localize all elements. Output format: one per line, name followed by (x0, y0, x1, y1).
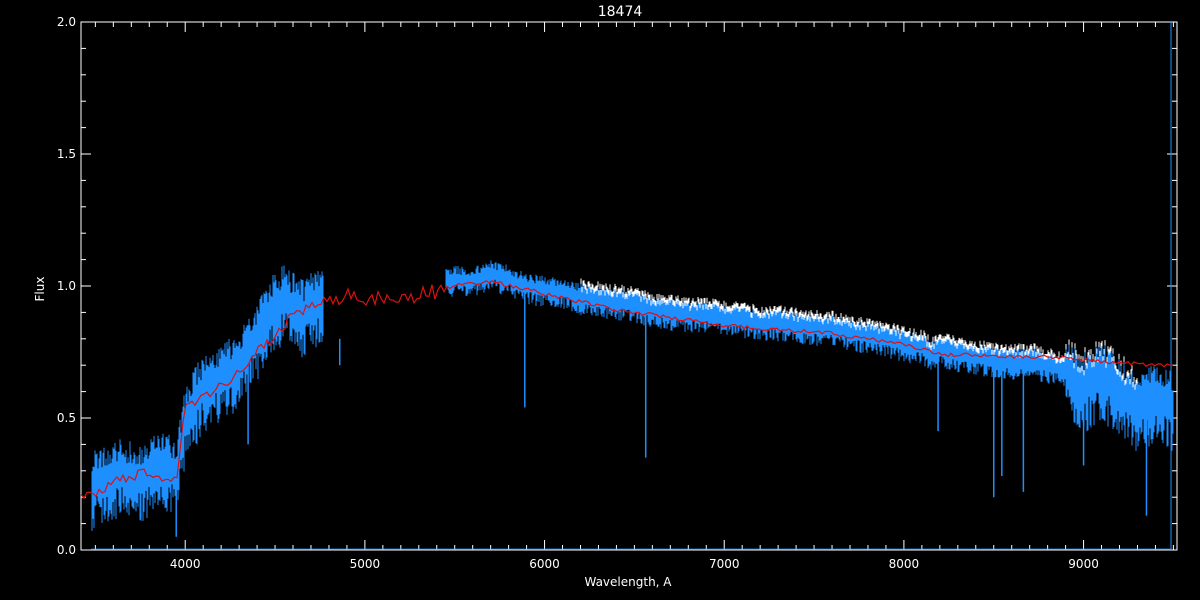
x-axis-label: Wavelength, A (584, 575, 672, 589)
x-tick-label: 9000 (1068, 557, 1099, 571)
observed-spectrum (445, 260, 1174, 451)
x-tick-label: 8000 (889, 557, 920, 571)
x-tick-label: 5000 (350, 557, 381, 571)
y-tick-label: 0.5 (57, 411, 76, 425)
y-axis-label: Flux (33, 277, 47, 302)
axis-tick-labels: 4000 5000 6000 7000 8000 9000 0.0 0.5 1.0 1.5 2.0 (57, 15, 1099, 571)
y-tick-label: 1.5 (57, 147, 76, 161)
model-spectrum (80, 279, 1174, 500)
series-layer (80, 22, 1174, 550)
x-tick-label: 6000 (529, 557, 560, 571)
y-tick-label: 0.0 (57, 543, 76, 557)
x-tick-label: 7000 (709, 557, 740, 571)
chart-title: 18474 (598, 4, 643, 20)
y-tick-label: 1.0 (57, 279, 76, 293)
observed-spectrum (91, 265, 324, 531)
y-tick-label: 2.0 (57, 15, 76, 29)
x-tick-label: 4000 (170, 557, 201, 571)
